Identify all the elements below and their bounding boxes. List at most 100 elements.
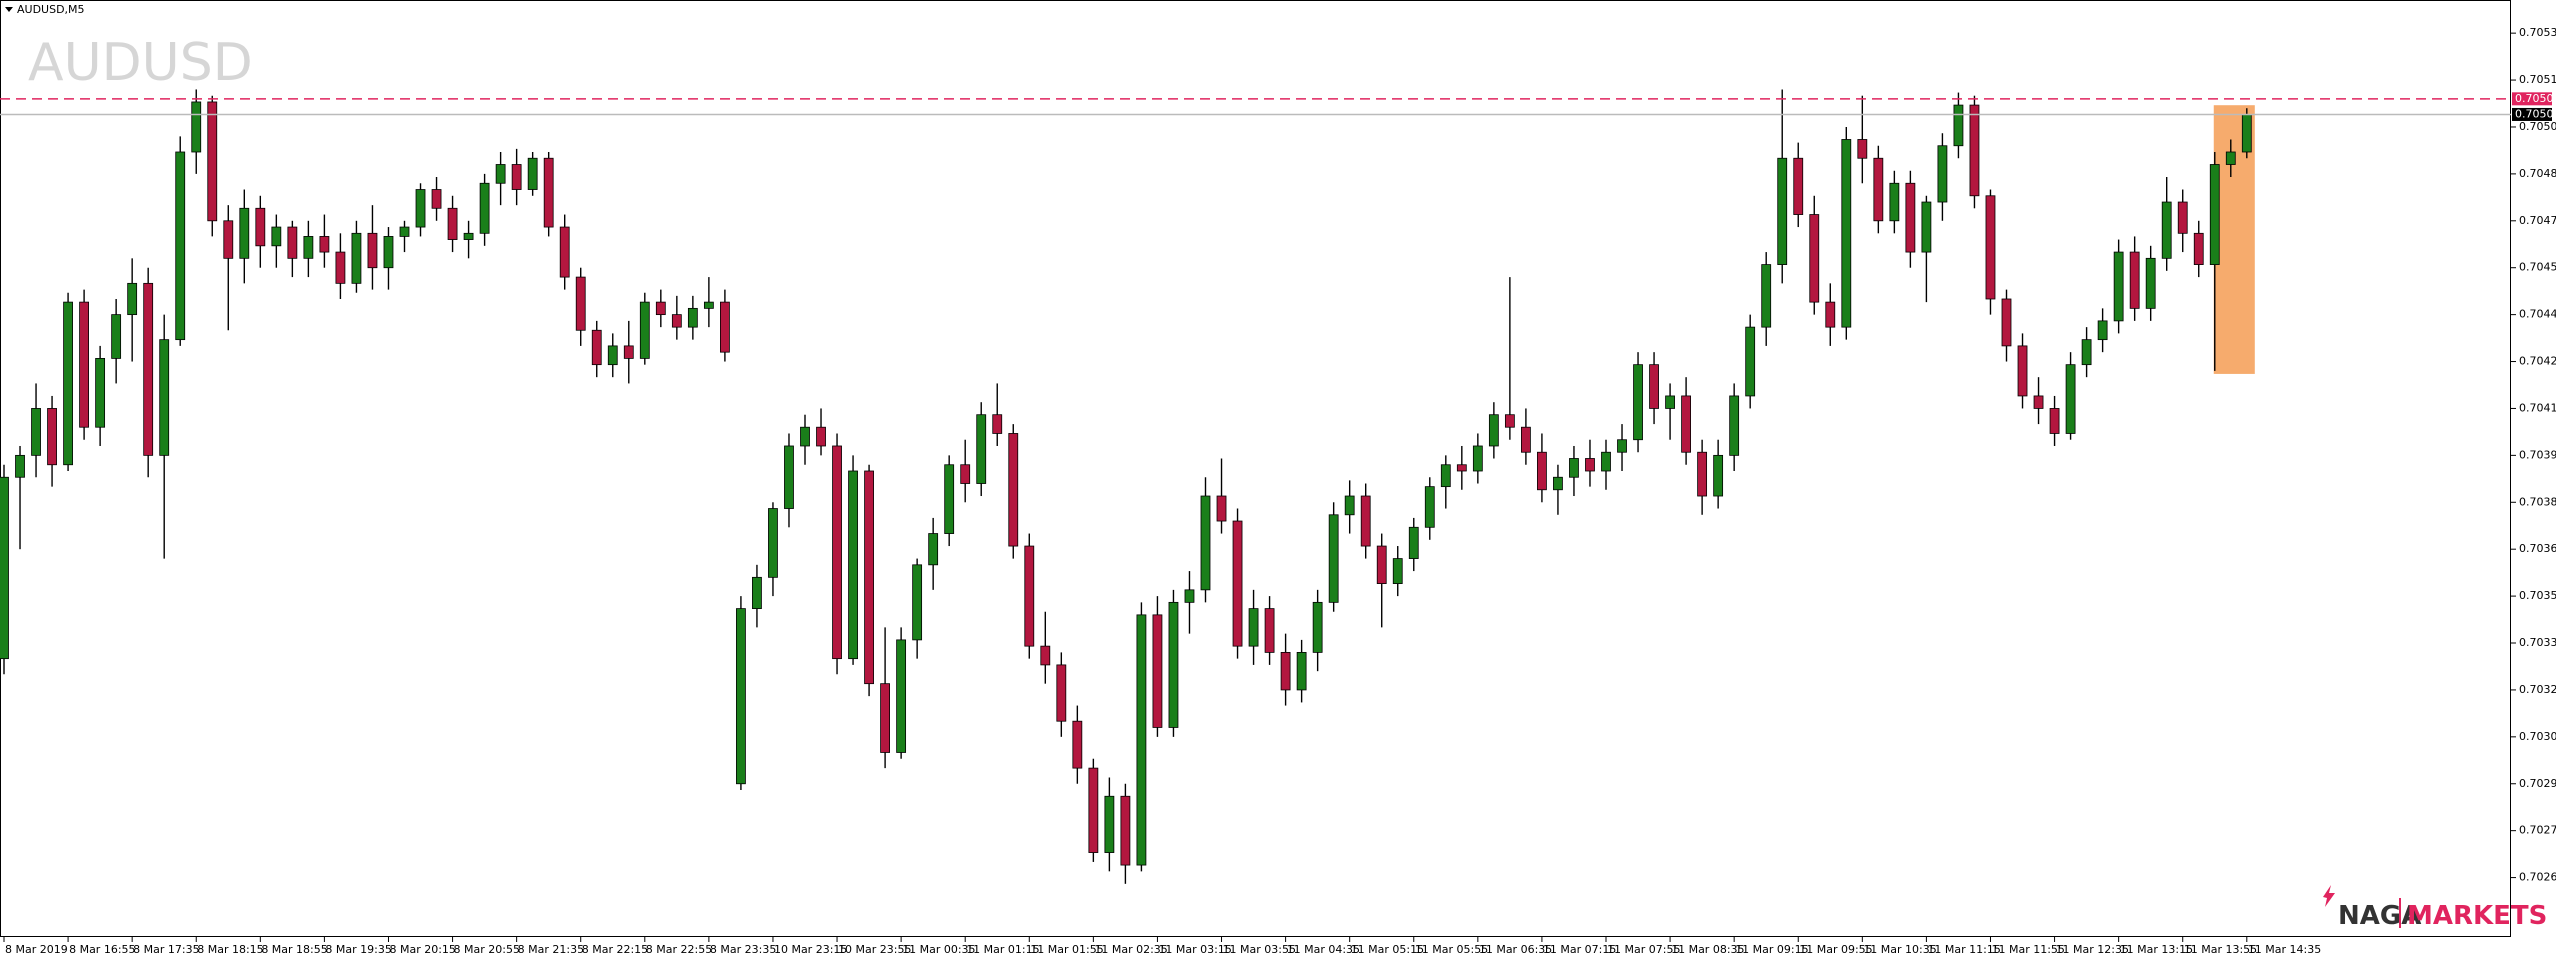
y-tick-label: 0.70425 bbox=[2519, 355, 2556, 368]
candle-body bbox=[896, 639, 907, 753]
candle-body bbox=[2145, 257, 2156, 309]
candle-body bbox=[1008, 433, 1019, 547]
x-tick-label: 11 Mar 07:15 bbox=[1543, 943, 1616, 956]
candle-body bbox=[271, 226, 282, 247]
x-tick-label: 11 Mar 00:35 bbox=[902, 943, 975, 956]
candle-body bbox=[159, 339, 170, 456]
candle-body bbox=[351, 232, 362, 284]
candle-body bbox=[303, 236, 314, 259]
x-tick-label: 11 Mar 14:35 bbox=[2248, 943, 2321, 956]
candle-body bbox=[976, 414, 987, 484]
price-tag-label: 0.70509 bbox=[2515, 92, 2556, 105]
candle-body bbox=[880, 683, 890, 753]
candle-body bbox=[1825, 301, 1836, 328]
candle-body bbox=[671, 314, 682, 328]
x-tick-label: 11 Mar 03:15 bbox=[1158, 943, 1231, 956]
x-tick-label: 11 Mar 02:35 bbox=[1094, 943, 1167, 956]
candle-body bbox=[1312, 601, 1323, 653]
candle-body bbox=[1745, 326, 1756, 397]
y-tick-label: 0.70305 bbox=[2519, 730, 2556, 743]
candle-body bbox=[527, 157, 538, 190]
candle-body bbox=[1088, 767, 1099, 853]
x-tick-label: 8 Mar 23:35 bbox=[710, 943, 776, 956]
x-tick-label: 11 Mar 11:15 bbox=[1927, 943, 2000, 956]
candle-body bbox=[239, 207, 250, 259]
candle-body bbox=[15, 454, 25, 478]
candle-body bbox=[1344, 495, 1355, 516]
candle-body bbox=[832, 445, 842, 660]
x-tick-label: 8 Mar 19:35 bbox=[325, 943, 391, 956]
candle-body bbox=[1793, 157, 1804, 215]
x-tick-label: 11 Mar 12:35 bbox=[2056, 943, 2129, 956]
candle-body bbox=[1216, 495, 1227, 522]
candle-body bbox=[2193, 232, 2204, 265]
candle-body bbox=[1569, 458, 1579, 478]
x-tick-label: 11 Mar 09:15 bbox=[1735, 943, 1808, 956]
candle-body bbox=[848, 470, 858, 660]
candle-body bbox=[2049, 408, 2060, 434]
candle-body bbox=[768, 508, 778, 578]
candle-body bbox=[287, 226, 298, 259]
x-tick-label: 11 Mar 05:15 bbox=[1351, 943, 1424, 956]
candle-body bbox=[1649, 364, 1659, 409]
candle-body bbox=[1521, 426, 1531, 453]
candle-body bbox=[1777, 157, 1788, 265]
brand-right: MARKETS bbox=[2407, 901, 2547, 931]
candle-body bbox=[383, 236, 394, 269]
x-tick-label: 11 Mar 13:55 bbox=[2184, 943, 2257, 956]
candle-body bbox=[495, 164, 506, 184]
candle-body bbox=[1697, 451, 1708, 497]
candle-body bbox=[431, 189, 442, 209]
candle-body bbox=[2241, 114, 2252, 153]
y-tick-label: 0.70260 bbox=[2519, 871, 2556, 884]
candle-body bbox=[703, 301, 714, 309]
candle-body bbox=[1456, 464, 1467, 472]
candle-body bbox=[800, 426, 810, 447]
candle-body bbox=[720, 301, 730, 353]
candle-body bbox=[1617, 439, 1627, 453]
x-tick-label: 11 Mar 11:55 bbox=[1991, 943, 2064, 956]
candle-body bbox=[1136, 614, 1147, 866]
candle-body bbox=[1504, 414, 1515, 428]
candle-body bbox=[399, 226, 410, 237]
x-tick-label: 11 Mar 13:15 bbox=[2120, 943, 2193, 956]
candle-body bbox=[687, 307, 698, 328]
y-tick-label: 0.70485 bbox=[2519, 167, 2556, 180]
candle-body bbox=[335, 251, 346, 284]
x-tick-label: 8 Mar 18:15 bbox=[197, 943, 263, 956]
candle-body bbox=[543, 157, 554, 228]
candle-body bbox=[1841, 139, 1852, 328]
candle-body bbox=[1376, 545, 1387, 584]
brand-left: NAGA bbox=[2338, 901, 2421, 931]
candle-body bbox=[623, 345, 634, 359]
candle-body bbox=[1553, 476, 1563, 491]
candle-body bbox=[2225, 151, 2236, 165]
symbol-arrow bbox=[5, 7, 13, 12]
candle-body bbox=[479, 182, 490, 234]
y-tick-label: 0.70335 bbox=[2519, 636, 2556, 649]
y-tick-label: 0.70515 bbox=[2519, 73, 2556, 86]
candle-body bbox=[2065, 364, 2076, 434]
price-tag-bg bbox=[2512, 107, 2552, 121]
candle-body bbox=[319, 236, 330, 253]
x-tick-label: 11 Mar 05:55 bbox=[1415, 943, 1488, 956]
candle-body bbox=[1328, 514, 1339, 603]
candle-body bbox=[511, 164, 522, 190]
candle-body bbox=[2113, 251, 2124, 322]
candle-body bbox=[1248, 608, 1259, 647]
candle-body bbox=[1953, 104, 1964, 147]
candle-body bbox=[1280, 651, 1291, 691]
candle-body bbox=[1360, 495, 1371, 547]
candle-body bbox=[2161, 201, 2172, 259]
candle-body bbox=[1937, 145, 1948, 203]
candle-body bbox=[1905, 182, 1916, 253]
candle-body bbox=[1985, 195, 1996, 300]
